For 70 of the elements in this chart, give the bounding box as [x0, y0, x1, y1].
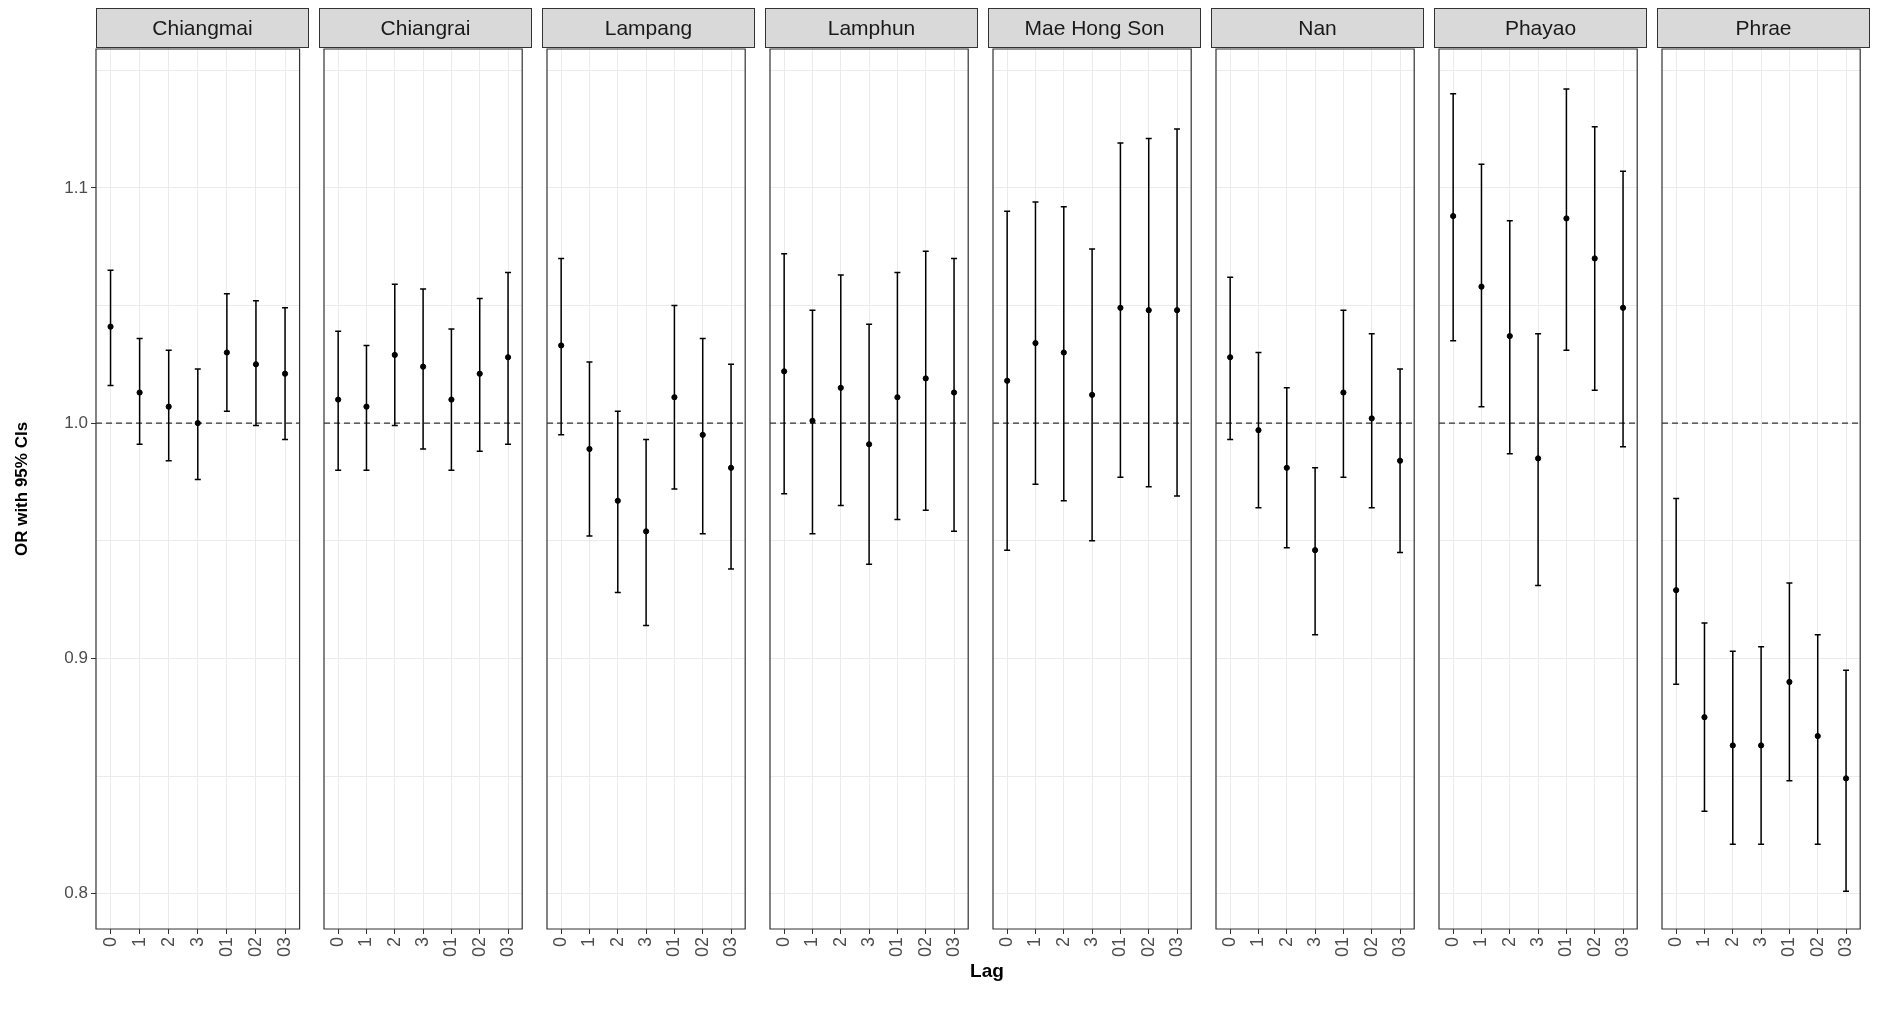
y-tick-label: 1.0 — [64, 412, 88, 432]
x-tick-label: 0 — [1665, 936, 1686, 947]
x-tick-label: 0 — [773, 936, 794, 947]
chart-title: Chiangmai — [96, 8, 309, 48]
x-tick-label: 3 — [1750, 936, 1771, 947]
chart-title: Nan — [1211, 8, 1424, 48]
y-tick-label: 0.8 — [64, 883, 88, 903]
x-tick-label: 1 — [1693, 936, 1714, 947]
y-tick-label: 1.1 — [64, 177, 88, 197]
x-tick-label: 0 — [550, 936, 571, 947]
chart-title: Phayao — [1434, 8, 1647, 48]
x-tick-label: 01 — [215, 936, 236, 958]
x-tick-label: 0 — [99, 936, 120, 947]
x-tick-label: 1 — [1024, 936, 1045, 947]
x-tick-label: 02 — [1360, 936, 1381, 958]
x-tick-label: 1 — [578, 936, 599, 947]
x-tick-label: 02 — [1137, 936, 1158, 958]
x-tick-label: 1 — [801, 936, 822, 947]
x-tick-label: 01 — [886, 936, 907, 958]
x-tick-label: 1 — [1470, 936, 1491, 947]
x-tick-label: 0 — [327, 936, 348, 947]
x-tick-label: 2 — [383, 936, 404, 947]
x-tick-label: 03 — [274, 936, 295, 958]
x-tick-label: 3 — [186, 936, 207, 947]
x-tick-label: 3 — [635, 936, 656, 947]
x-tick-label: 3 — [858, 936, 879, 947]
x-tick-label: 02 — [244, 936, 265, 958]
x-tick-label: 01 — [1109, 936, 1130, 958]
y-axis-title: OR with 95% CIs — [11, 421, 31, 557]
x-tick-label: 1 — [355, 936, 376, 947]
x-tick-label: 01 — [440, 936, 461, 958]
x-tick-label: 3 — [1081, 936, 1102, 947]
x-tick-label: 03 — [1835, 936, 1856, 958]
x-tick-label: 02 — [468, 936, 489, 958]
x-tick-label: 02 — [691, 936, 712, 958]
x-tick-label: 03 — [1389, 936, 1410, 958]
x-tick-label: 02 — [1806, 936, 1827, 958]
x-tick-label: 01 — [1555, 936, 1576, 958]
x-tick-label: 1 — [1247, 936, 1268, 947]
chart-title: Lamphun — [765, 8, 978, 48]
chart-title: Chiangrai — [319, 8, 532, 48]
x-tick-label: 02 — [1583, 936, 1604, 958]
x-tick-label: 3 — [1527, 936, 1548, 947]
x-tick-label: 2 — [1052, 936, 1073, 947]
x-tick-label: 2 — [606, 936, 627, 947]
x-tick-label: 03 — [720, 936, 741, 958]
x-tick-label: 02 — [914, 936, 935, 958]
x-tick-label: 01 — [1778, 936, 1799, 958]
x-tick-label: 01 — [1332, 936, 1353, 958]
x-tick-label: 01 — [663, 936, 684, 958]
y-tick-label: 0.9 — [64, 648, 88, 668]
x-tick-label: 2 — [1275, 936, 1296, 947]
x-tick-label: 2 — [829, 936, 850, 947]
x-tick-label: 2 — [157, 936, 178, 947]
chart-title: Mae Hong Son — [988, 8, 1201, 48]
x-tick-label: 3 — [412, 936, 433, 947]
x-tick-label: 2 — [1498, 936, 1519, 947]
x-tick-label: 2 — [1721, 936, 1742, 947]
x-tick-label: 0 — [1219, 936, 1240, 947]
x-tick-label: 03 — [497, 936, 518, 958]
chart-title: Phrae — [1657, 8, 1870, 48]
x-tick-label: 03 — [1612, 936, 1633, 958]
x-tick-label: 1 — [128, 936, 149, 947]
x-tick-label: 03 — [1166, 936, 1187, 958]
x-tick-label: 0 — [1442, 936, 1463, 947]
chart-title: Lampang — [542, 8, 755, 48]
x-tick-label: 03 — [943, 936, 964, 958]
x-tick-label: 3 — [1304, 936, 1325, 947]
x-tick-label: 0 — [996, 936, 1017, 947]
x-axis-title: Lag — [969, 960, 1005, 982]
